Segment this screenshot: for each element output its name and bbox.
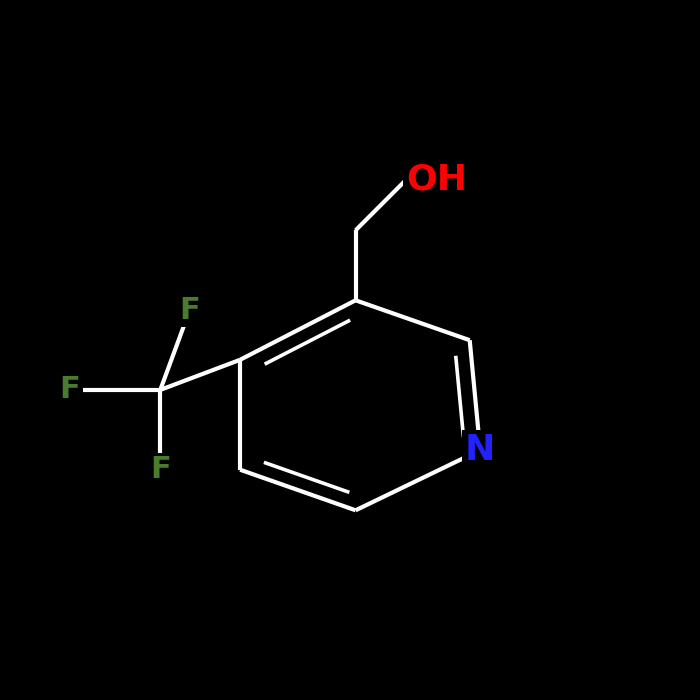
Text: F: F (150, 455, 171, 484)
Text: F: F (179, 295, 200, 325)
Text: N: N (465, 433, 496, 467)
Text: F: F (60, 375, 80, 405)
Text: OH: OH (406, 163, 467, 197)
